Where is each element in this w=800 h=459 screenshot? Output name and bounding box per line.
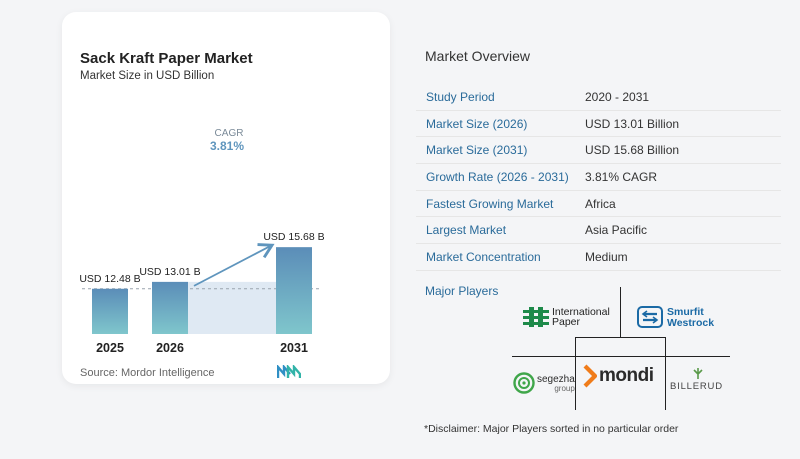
row-value: USD 13.01 Billion (585, 116, 680, 131)
row-value: USD 15.68 Billion (585, 143, 680, 158)
growth-band (188, 281, 276, 334)
overview-row-growth-rate: Growth Rate (2026 - 2031) 3.81% CAGR (416, 164, 781, 191)
x-tick-2026: 2026 (156, 341, 184, 355)
mondi-logo: mondi (583, 364, 663, 390)
overview-row-fastest-growing: Fastest Growing Market Africa (416, 191, 781, 218)
major-players-title: Major Players (425, 284, 499, 298)
grid-divider (512, 356, 730, 357)
international-paper-logo: International Paper (523, 306, 615, 328)
row-label: Market Size (2031) (426, 143, 528, 158)
disclaimer-note: *Disclaimer: Major Players sorted in no … (424, 423, 679, 435)
overview-row-largest-market: Largest Market Asia Pacific (416, 217, 781, 245)
row-label: Market Size (2026) (426, 116, 528, 131)
cagr-arrow (193, 243, 275, 287)
billerud-leaf-icon (693, 368, 703, 379)
grid-divider (665, 337, 666, 410)
grid-divider (575, 337, 666, 338)
overview-row-market-size-2031: Market Size (2031) USD 15.68 Billion (416, 137, 781, 165)
overview-row-study-period: Study Period 2020 - 2031 (416, 84, 781, 111)
x-tick-2031: 2031 (280, 341, 308, 355)
international-paper-name: International Paper (552, 306, 610, 328)
source-note: Source: Mordor Intelligence (80, 367, 215, 379)
cagr-value: 3.81% (210, 139, 244, 153)
smurfit-westrock-name: Smurfit Westrock (667, 306, 715, 329)
market-overview-title: Market Overview (425, 48, 531, 64)
grid-divider (620, 287, 621, 337)
market-size-chart: USD 12.48 B 2025 USD 13.01 B 2026 USD 15.68 … (79, 128, 324, 355)
market-overview-table: Study Period 2020 - 2031 Market Size (20… (416, 84, 781, 271)
bar-2025 (92, 288, 128, 334)
cagr-label: CAGR (215, 128, 244, 139)
mondi-icon (583, 364, 597, 388)
chart-title: Sack Kraft Paper Market (80, 50, 253, 67)
row-value: Asia Pacific (585, 223, 648, 238)
row-value: 3.81% CAGR (585, 169, 658, 184)
row-value: 2020 - 2031 (585, 89, 650, 104)
row-label: Study Period (426, 89, 495, 104)
row-value: Africa (585, 196, 616, 211)
row-label: Largest Market (426, 223, 507, 238)
segezha-name: segezha group (537, 374, 575, 394)
chart-subtitle: Market Size in USD Billion (80, 70, 215, 82)
row-label: Growth Rate (2026 - 2031) (426, 169, 569, 184)
row-value: Medium (585, 249, 628, 264)
segezha-group-logo: segezha group (513, 372, 575, 396)
data-label-2025: USD 12.48 B (79, 273, 140, 285)
bar-2031 (276, 247, 312, 334)
x-tick-2025: 2025 (96, 341, 124, 355)
row-label: Fastest Growing Market (426, 196, 554, 211)
data-label-2026: USD 13.01 B (139, 266, 200, 278)
billerud-logo: BILLERUD (668, 368, 726, 394)
overview-row-market-size-2026: Market Size (2026) USD 13.01 Billion (416, 111, 781, 138)
segezha-icon (513, 372, 535, 394)
data-label-2031: USD 15.68 B (263, 231, 324, 243)
smurfit-westrock-logo: Smurfit Westrock (637, 306, 727, 330)
overview-row-concentration: Market Concentration Medium (416, 244, 781, 271)
mondi-name: mondi (599, 365, 654, 386)
mordor-intelligence-logo-icon (277, 365, 301, 378)
bar-2026 (152, 281, 188, 334)
smurfit-westrock-icon (637, 306, 663, 328)
grid-divider (575, 337, 576, 410)
chart-card: USD 12.48 B 2025 USD 13.01 B 2026 USD 15.68 … (62, 12, 390, 384)
international-paper-icon (523, 307, 549, 327)
billerud-name: BILLERUD (670, 381, 723, 392)
row-label: Market Concentration (426, 249, 541, 264)
